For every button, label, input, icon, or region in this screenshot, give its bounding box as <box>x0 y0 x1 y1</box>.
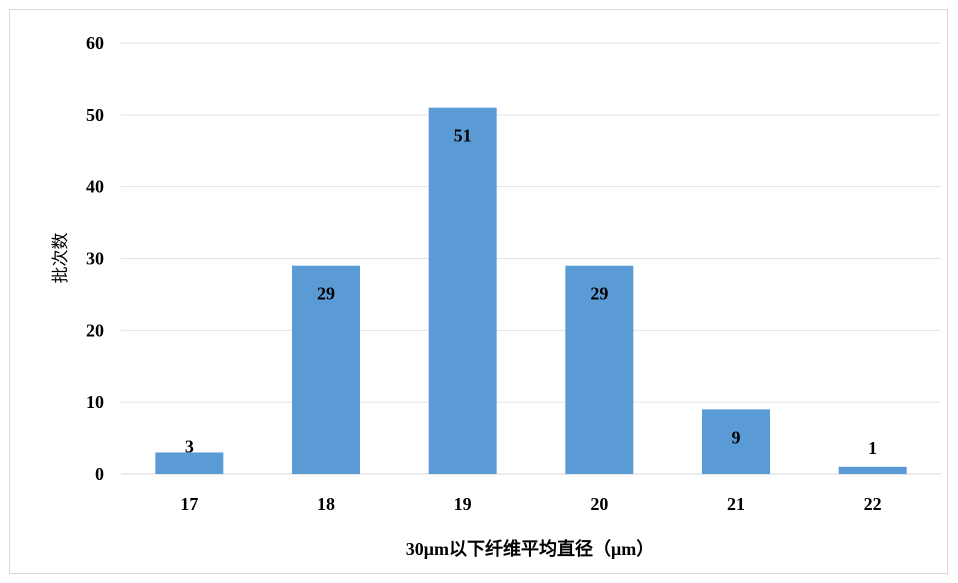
data-label: 29 <box>590 284 608 304</box>
x-axis-title: 30μm以下纤维平均直径（μm） <box>406 538 654 559</box>
x-tick-label: 18 <box>317 494 335 514</box>
data-labels: 3 29 51 29 9 1 <box>185 126 877 458</box>
y-axis-title: 批次数 <box>51 233 71 284</box>
y-tick-label: 40 <box>86 177 104 197</box>
bar-18 <box>292 265 360 474</box>
bar-22 <box>838 466 907 474</box>
bar-20 <box>565 265 634 474</box>
y-tick-label: 30 <box>86 249 104 269</box>
x-tick-label: 22 <box>864 494 882 514</box>
bar-17 <box>155 452 224 474</box>
y-tick-label: 20 <box>86 320 104 340</box>
y-tick-label: 60 <box>86 33 104 53</box>
x-tick-label: 17 <box>180 494 198 514</box>
data-label: 3 <box>185 436 194 456</box>
y-tick-labels: 0 10 20 30 40 50 60 <box>86 33 104 484</box>
bar-19 <box>428 107 497 475</box>
x-tick-labels: 17 18 19 20 21 22 <box>180 494 881 514</box>
bar-21 <box>702 409 770 474</box>
data-label: 1 <box>868 438 877 458</box>
bars <box>155 107 907 475</box>
data-label: 51 <box>454 126 472 146</box>
x-tick-label: 20 <box>590 494 608 514</box>
data-label: 9 <box>732 427 741 447</box>
gridlines <box>121 42 941 475</box>
y-tick-label: 10 <box>86 392 104 412</box>
data-label: 29 <box>317 284 335 304</box>
x-tick-label: 21 <box>727 494 745 514</box>
x-tick-label: 19 <box>454 494 472 514</box>
y-tick-label: 50 <box>86 105 104 125</box>
y-tick-label: 0 <box>95 464 104 484</box>
